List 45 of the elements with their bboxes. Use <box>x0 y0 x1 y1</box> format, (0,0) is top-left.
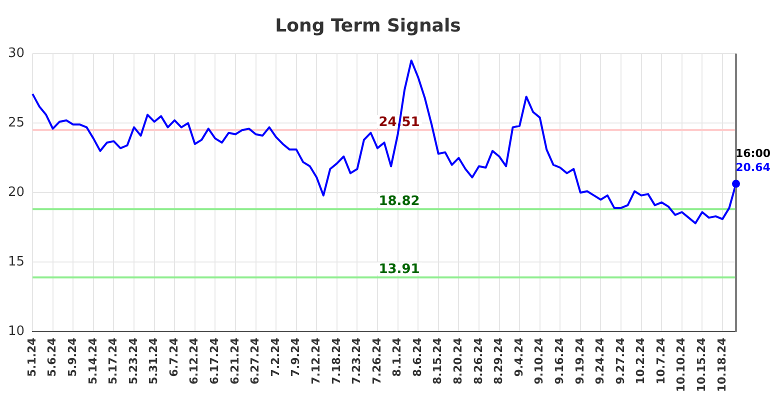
x-tick-label: 9.24.24 <box>594 337 607 384</box>
x-tick-label: 5.23.24 <box>126 337 140 384</box>
ref-line-label: 13.91 <box>378 262 420 278</box>
x-tick-label: 6.12.24 <box>188 337 201 384</box>
x-tick-label: 10.2.24 <box>634 337 648 384</box>
x-tick-label: 10.7.24 <box>654 337 668 384</box>
x-tick-label: 5.6.24 <box>46 337 59 377</box>
x-tick-label: 5.1.24 <box>25 337 38 377</box>
x-tick-label: 9.27.24 <box>614 337 627 384</box>
x-tick-label: 10.18.24 <box>715 337 728 392</box>
x-tick-label: 6.17.24 <box>208 337 222 384</box>
y-tick-label: 10 <box>8 324 25 340</box>
x-tick-label: 5.14.24 <box>86 337 100 384</box>
x-tick-label: 7.23.24 <box>350 337 364 384</box>
x-tick-label: 6.21.24 <box>228 337 242 384</box>
annotation: 16:00 <box>735 147 771 160</box>
x-tick-label: 10.10.24 <box>674 337 688 392</box>
x-tick-label: 8.1.24 <box>390 337 404 377</box>
y-tick-label: 30 <box>8 46 25 61</box>
chart-title: Long Term Signals <box>275 15 461 36</box>
x-tick-label: 6.27.24 <box>248 337 262 384</box>
x-tick-label: 9.10.24 <box>532 337 546 384</box>
x-tick-label: 6.7.24 <box>167 337 180 377</box>
x-tick-label: 10.15.24 <box>695 337 708 392</box>
x-tick-label: 9.16.24 <box>552 337 566 384</box>
x-tick-label: 5.17.24 <box>106 337 120 384</box>
x-tick-label: 5.9.24 <box>66 337 79 377</box>
y-tick-label: 25 <box>8 116 25 131</box>
x-tick-label: 9.19.24 <box>573 337 586 384</box>
x-tick-label: 7.12.24 <box>309 337 322 384</box>
x-tick-label: 7.9.24 <box>289 337 302 377</box>
x-tick-label: 8.26.24 <box>472 337 485 384</box>
x-tick-label: 8.6.24 <box>410 337 424 377</box>
x-tick-label: 8.15.24 <box>431 337 444 384</box>
x-tick-label: 5.31.24 <box>147 337 160 384</box>
y-tick-label: 20 <box>8 185 25 200</box>
x-tick-label: 8.29.24 <box>492 337 506 384</box>
x-tick-label: 8.20.24 <box>452 337 465 384</box>
data-label: 20.64 <box>736 161 771 174</box>
x-tick-label: 7.18.24 <box>330 337 343 384</box>
x-tick-label: 7.26.24 <box>370 337 384 384</box>
y-tick-label: 15 <box>8 254 25 270</box>
x-tick-label: 7.2.24 <box>268 337 282 377</box>
x-tick-label: 9.4.24 <box>512 337 526 377</box>
ref-line-label: 18.82 <box>378 194 420 209</box>
